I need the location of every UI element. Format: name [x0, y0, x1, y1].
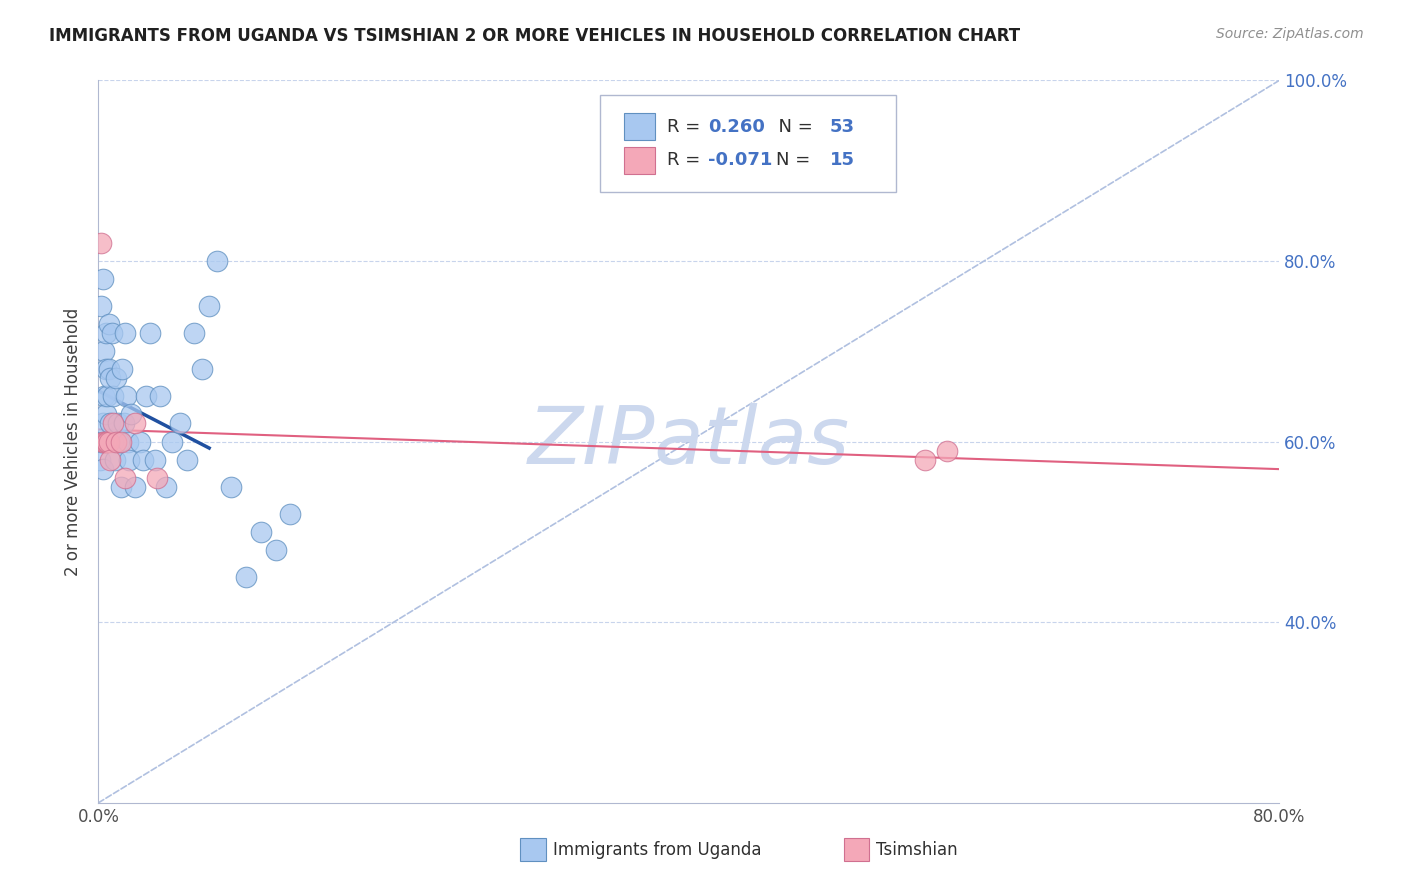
- Point: [93, 389, 115, 403]
- Point: [98, 452, 121, 467]
- Text: R =: R =: [666, 118, 706, 136]
- Point: [103, 417, 125, 431]
- Point: [93, 344, 115, 359]
- Point: [96, 434, 118, 449]
- Text: IMMIGRANTS FROM UGANDA VS TSIMSHIAN 2 OR MORE VEHICLES IN HOUSEHOLD CORRELATION : IMMIGRANTS FROM UGANDA VS TSIMSHIAN 2 OR…: [49, 27, 1021, 45]
- Text: N =: N =: [776, 152, 817, 169]
- Point: [89, 452, 111, 467]
- Point: [191, 362, 214, 376]
- Point: [143, 452, 166, 467]
- Point: [91, 417, 114, 431]
- Point: [169, 417, 191, 431]
- Point: [98, 371, 121, 385]
- Point: [90, 434, 112, 449]
- Point: [132, 452, 155, 467]
- Point: [94, 362, 117, 376]
- Point: [162, 434, 183, 449]
- Point: [91, 461, 114, 475]
- Point: [118, 452, 141, 467]
- Point: [108, 434, 131, 449]
- FancyBboxPatch shape: [624, 147, 655, 174]
- Point: [104, 452, 127, 467]
- FancyBboxPatch shape: [600, 95, 896, 193]
- Point: [96, 434, 118, 449]
- Point: [235, 570, 257, 584]
- Point: [105, 371, 128, 385]
- Point: [128, 434, 150, 449]
- Point: [97, 317, 120, 331]
- Text: 0.260: 0.260: [707, 118, 765, 136]
- Text: Source: ZipAtlas.com: Source: ZipAtlas.com: [1216, 27, 1364, 41]
- Point: [149, 389, 172, 403]
- Point: [100, 326, 122, 341]
- Point: [90, 299, 112, 313]
- Point: [176, 452, 198, 467]
- Point: [146, 470, 169, 484]
- Point: [124, 480, 146, 494]
- Point: [115, 389, 138, 403]
- Y-axis label: 2 or more Vehicles in Household: 2 or more Vehicles in Household: [65, 308, 83, 575]
- Text: N =: N =: [766, 118, 818, 136]
- Text: 15: 15: [830, 152, 855, 169]
- FancyBboxPatch shape: [624, 112, 655, 140]
- Point: [91, 272, 114, 286]
- Point: [98, 417, 121, 431]
- Point: [114, 470, 136, 484]
- Point: [139, 326, 162, 341]
- Point: [103, 434, 125, 449]
- Point: [93, 434, 115, 449]
- Text: Tsimshian: Tsimshian: [876, 840, 957, 859]
- Point: [94, 326, 117, 341]
- Point: [93, 434, 115, 449]
- Point: [96, 389, 118, 403]
- Point: [103, 389, 125, 403]
- Point: [936, 443, 959, 458]
- Text: Immigrants from Uganda: Immigrants from Uganda: [553, 840, 761, 859]
- Point: [221, 480, 243, 494]
- Point: [111, 362, 134, 376]
- Text: -0.071: -0.071: [707, 152, 772, 169]
- Text: R =: R =: [666, 152, 706, 169]
- Point: [183, 326, 205, 341]
- Point: [112, 417, 135, 431]
- Point: [120, 408, 142, 422]
- Point: [155, 480, 177, 494]
- Point: [264, 542, 287, 557]
- Point: [94, 434, 117, 449]
- Point: [107, 417, 129, 431]
- Point: [250, 524, 273, 539]
- Point: [280, 507, 302, 521]
- Point: [135, 389, 157, 403]
- Point: [91, 434, 114, 449]
- Point: [914, 452, 936, 467]
- Text: ZIPatlas: ZIPatlas: [527, 402, 851, 481]
- Point: [114, 326, 136, 341]
- Point: [90, 235, 112, 250]
- Text: 53: 53: [830, 118, 855, 136]
- Point: [124, 417, 146, 431]
- Point: [105, 434, 128, 449]
- Point: [110, 480, 132, 494]
- Point: [110, 434, 132, 449]
- Point: [117, 434, 139, 449]
- Point: [205, 253, 228, 268]
- Point: [97, 434, 120, 449]
- Point: [97, 362, 120, 376]
- Point: [198, 299, 221, 313]
- Point: [94, 408, 117, 422]
